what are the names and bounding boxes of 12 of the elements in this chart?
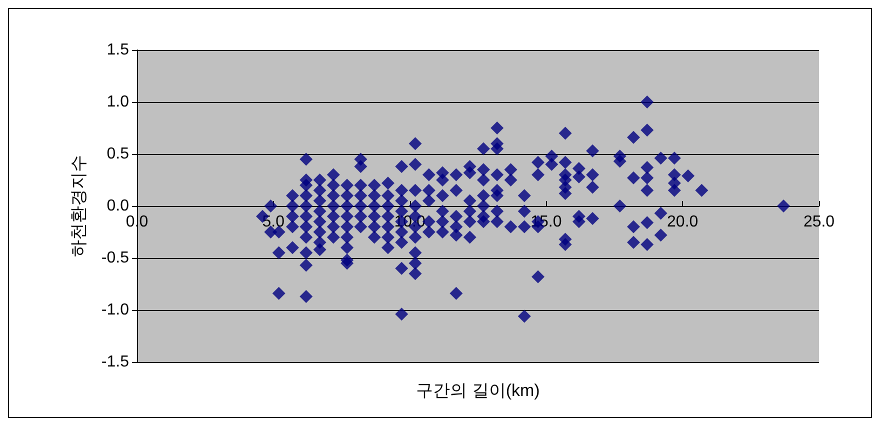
y-tick-label: 0.0 — [106, 198, 130, 214]
y-tick-label: -0.5 — [101, 250, 130, 266]
x-tick-label: 5.0 — [262, 214, 285, 230]
y-tick-label: -1.5 — [101, 354, 130, 370]
x-tick-label: 20.0 — [667, 214, 698, 230]
y-axis-title: 하천환경지수 — [69, 155, 88, 257]
x-tick-label: 25.0 — [803, 214, 835, 230]
y-tick-label: 0.5 — [106, 146, 130, 162]
y-tick-label: 1.5 — [106, 42, 130, 58]
x-axis-title: 구간의 길이(km) — [416, 381, 540, 400]
y-tick-label: -1.0 — [101, 302, 130, 318]
y-tick-label: 1.0 — [106, 94, 130, 110]
